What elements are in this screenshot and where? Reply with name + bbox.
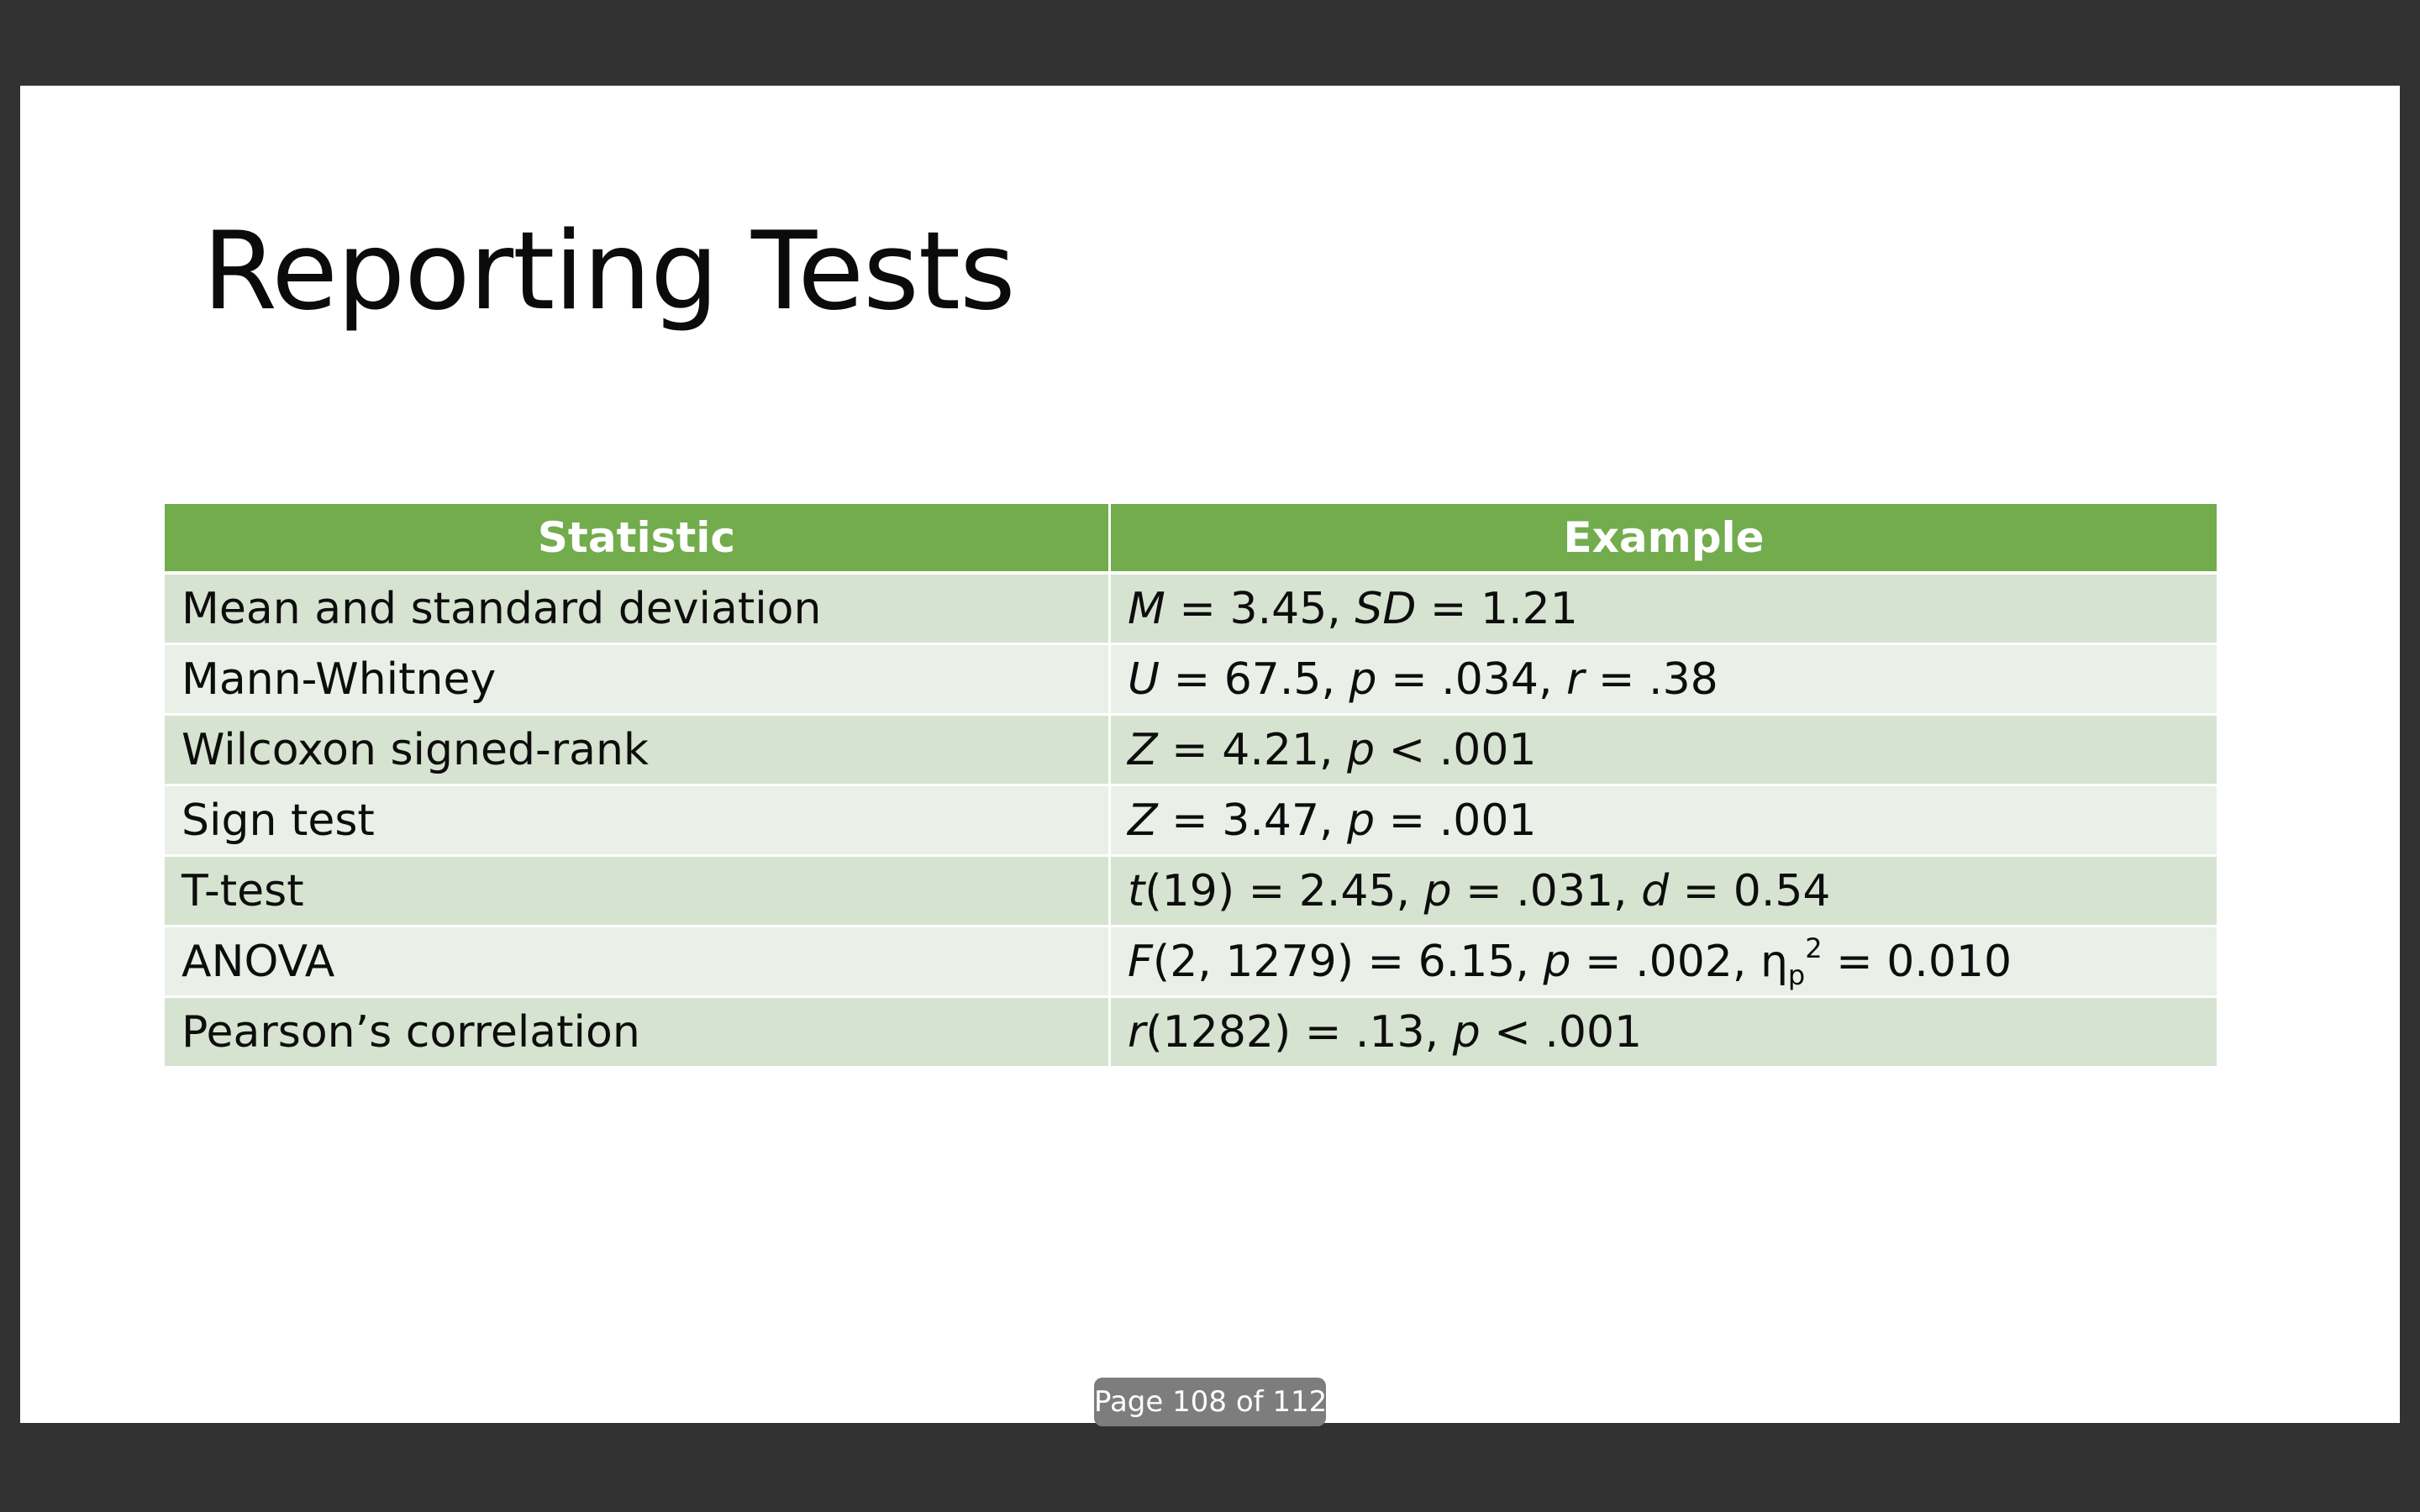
example-segment: p [1543,936,1571,987]
table-header-row: Statistic Example [165,504,2217,575]
example-cell: M = 3.45, SD = 1.21 [1111,575,2217,645]
example-segment: = 4.21, [1157,724,1348,775]
example-segment: t [1128,865,1145,916]
example-segment: = 67.5, [1160,654,1349,705]
example-segment: p [1347,724,1376,775]
example-cell: Z = 3.47, p = .001 [1111,786,2217,857]
example-segment: (19) = 2.45, [1144,865,1424,916]
page-indicator: Page 108 of 112 [1094,1378,1327,1426]
statistic-cell: Sign test [165,786,1111,857]
example-segment: p [1347,795,1376,846]
example-segment: = 0.010 [1822,936,2012,987]
statistic-cell: Mean and standard deviation [165,575,1111,645]
example-segment: = .38 [1584,654,1718,705]
example-segment: F [1128,936,1153,987]
example-segment: = .001 [1375,795,1537,846]
example-segment: p [1452,1006,1481,1058]
statistic-cell: T-test [165,857,1111,927]
header-statistic: Statistic [165,504,1111,575]
example-segment: = 1.21 [1416,583,1578,634]
example-cell: r(1282) = .13, p < .001 [1111,998,2217,1068]
example-segment: = 0.54 [1669,865,1831,916]
table-row: Wilcoxon signed-rank Z = 4.21, p < .001 [165,716,2217,786]
statistic-cell: Wilcoxon signed-rank [165,716,1111,786]
example-segment: = .034, [1376,654,1567,705]
example-cell: U = 67.5, p = .034, r = .38 [1111,645,2217,716]
example-segment: = .031, [1451,865,1642,916]
example-segment: = 3.47, [1157,795,1348,846]
table-row: Pearson’s correlation r(1282) = .13, p < … [165,998,2217,1068]
statistic-cell: ANOVA [165,927,1111,998]
example-segment: M [1128,583,1165,634]
reporting-table: Statistic Example Mean and standard devi… [165,504,2217,1068]
table-row: Mean and standard deviation M = 3.45, SD … [165,575,2217,645]
example-cell: Z = 4.21, p < .001 [1111,716,2217,786]
header-example: Example [1111,504,2217,575]
table-row: T-test t(19) = 2.45, p = .031, d = 0.54 [165,857,2217,927]
example-cell: F(2, 1279) = 6.15, p = .002, ηp2 = 0.010 [1111,927,2217,998]
example-segment: d [1641,865,1670,916]
statistic-cell: Mann-Whitney [165,645,1111,716]
example-segment: < .001 [1480,1006,1643,1058]
example-cell: t(19) = 2.45, p = .031, d = 0.54 [1111,857,2217,927]
example-segment: r [1128,1006,1146,1058]
example-segment: p [1787,958,1806,991]
example-segment: p [1423,865,1452,916]
slide-title: Reporting Tests [203,209,1016,334]
example-segment: SD [1355,583,1417,634]
example-segment: U [1128,654,1160,705]
example-segment: 2 [1805,932,1823,964]
example-segment: Z [1128,724,1158,775]
statistic-cell: Pearson’s correlation [165,998,1111,1068]
example-segment: = 3.45, [1165,583,1355,634]
table-body: Mean and standard deviation M = 3.45, SD … [165,575,2217,1068]
example-segment: Z [1128,795,1158,846]
table-row: Sign test Z = 3.47, p = .001 [165,786,2217,857]
example-segment: r [1566,654,1585,705]
table-row: ANOVA F(2, 1279) = 6.15, p = .002, ηp2 = … [165,927,2217,998]
example-segment: = .002, η [1570,936,1788,987]
example-segment: < .001 [1375,724,1537,775]
example-segment: (2, 1279) = 6.15, [1152,936,1544,987]
example-segment: p [1349,654,1377,705]
example-segment: (1282) = .13, [1145,1006,1453,1058]
table-row: Mann-Whitney U = 67.5, p = .034, r = .38 [165,645,2217,716]
